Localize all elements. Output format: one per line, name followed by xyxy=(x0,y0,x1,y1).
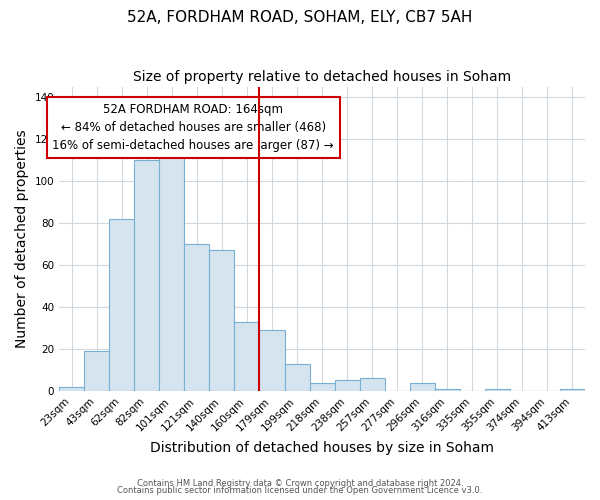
Bar xyxy=(560,389,585,391)
Bar xyxy=(284,364,310,391)
Bar xyxy=(485,389,510,391)
Bar xyxy=(235,322,259,391)
Bar xyxy=(209,250,235,391)
Bar xyxy=(435,389,460,391)
Y-axis label: Number of detached properties: Number of detached properties xyxy=(15,130,29,348)
Bar xyxy=(59,386,84,391)
Bar xyxy=(160,112,184,391)
Bar xyxy=(109,219,134,391)
Title: Size of property relative to detached houses in Soham: Size of property relative to detached ho… xyxy=(133,70,511,84)
Bar xyxy=(410,382,435,391)
Bar xyxy=(259,330,284,391)
Text: Contains public sector information licensed under the Open Government Licence v3: Contains public sector information licen… xyxy=(118,486,482,495)
Text: Contains HM Land Registry data © Crown copyright and database right 2024.: Contains HM Land Registry data © Crown c… xyxy=(137,478,463,488)
Text: 52A FORDHAM ROAD: 164sqm
← 84% of detached houses are smaller (468)
16% of semi-: 52A FORDHAM ROAD: 164sqm ← 84% of detach… xyxy=(52,104,334,152)
Bar xyxy=(335,380,359,391)
Bar xyxy=(310,382,335,391)
Bar xyxy=(184,244,209,391)
X-axis label: Distribution of detached houses by size in Soham: Distribution of detached houses by size … xyxy=(150,441,494,455)
Bar xyxy=(84,351,109,391)
Text: 52A, FORDHAM ROAD, SOHAM, ELY, CB7 5AH: 52A, FORDHAM ROAD, SOHAM, ELY, CB7 5AH xyxy=(127,10,473,25)
Bar xyxy=(359,378,385,391)
Bar xyxy=(134,160,160,391)
